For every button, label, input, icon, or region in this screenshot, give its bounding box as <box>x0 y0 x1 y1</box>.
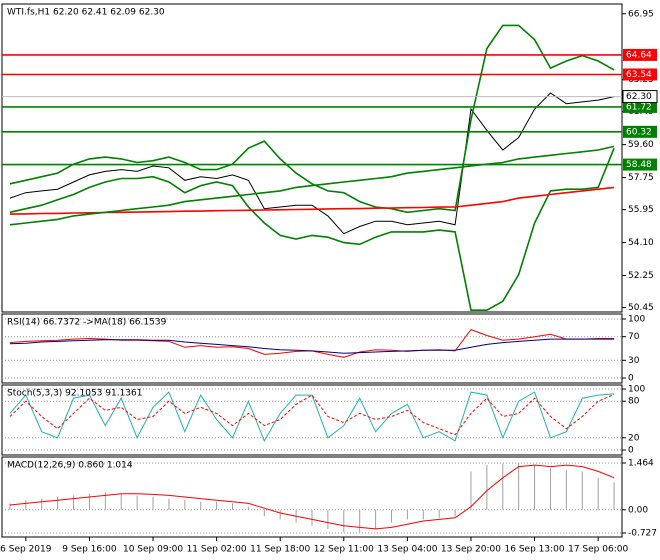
histogram-bar <box>470 471 472 510</box>
level-box <box>623 100 657 113</box>
histogram-bar <box>184 500 186 510</box>
level-label: 61.72 <box>626 102 652 112</box>
y-tick-label: 54.10 <box>628 238 654 248</box>
series-line <box>9 147 615 311</box>
x-tick-label: 13 Sep 04:00 <box>377 545 437 555</box>
histogram-bar <box>216 501 218 510</box>
series-line <box>9 338 615 354</box>
series-line <box>9 329 615 358</box>
series-line <box>9 92 615 235</box>
panel-frame <box>1 3 623 313</box>
histogram-bar <box>438 509 440 518</box>
panel-title: RSI(14) 66.7372 ->MA(18) 66.1539 <box>7 318 167 328</box>
histogram-bar <box>327 509 329 529</box>
panel-frame <box>1 384 623 456</box>
x-tick-label: 6 Sep 2019 <box>0 545 52 555</box>
y-tick-label: 80 <box>628 397 640 407</box>
x-tick-label: 12 Sep 11:00 <box>314 545 374 555</box>
y-tick-label: 20 <box>628 433 640 443</box>
x-tick-label: 11 Sep 02:00 <box>187 545 247 555</box>
y-tick-label: 70 <box>628 332 640 342</box>
last-price-box <box>622 90 658 104</box>
level-box <box>623 158 657 171</box>
level-box <box>623 68 657 81</box>
histogram-bar <box>232 503 234 510</box>
histogram-bar <box>581 471 583 510</box>
y-tick-label: 1.464 <box>628 459 654 469</box>
histogram-bar <box>375 509 377 529</box>
histogram-bar <box>25 500 27 510</box>
histogram-bar <box>549 468 551 510</box>
series-line <box>9 145 615 226</box>
y-tick-label: 100 <box>628 385 645 395</box>
histogram-bar <box>152 497 154 510</box>
level-label: 58.48 <box>626 160 652 170</box>
panel-title: Stoch(5,3,3) 92.1053 91.1361 <box>7 389 142 399</box>
histogram-bar <box>518 463 520 510</box>
histogram-bar <box>502 463 504 510</box>
series-line <box>9 24 615 214</box>
histogram-bar <box>454 509 456 517</box>
y-tick-label: 30 <box>628 356 640 366</box>
x-tick-label: 11 Sep 18:00 <box>250 545 310 555</box>
y-tick-label: -0.727 <box>628 529 657 539</box>
histogram-bar <box>422 509 424 520</box>
histogram-bar <box>311 509 313 526</box>
panel-frame <box>1 313 623 384</box>
histogram-bar <box>263 509 265 517</box>
level-box <box>623 48 657 61</box>
histogram-bar <box>41 498 43 510</box>
y-tick-label: 100 <box>628 315 645 325</box>
panel-title: WTI.fs,H1 62.20 62.41 62.09 62.30 <box>7 8 165 18</box>
histogram-bar <box>88 493 90 510</box>
histogram-bar <box>9 503 11 510</box>
y-tick-label: 57.75 <box>628 173 654 183</box>
histogram-bar <box>120 493 122 510</box>
histogram-bar <box>486 465 488 510</box>
last-price-label: 62.30 <box>626 92 652 102</box>
level-label: 64.64 <box>626 50 652 60</box>
y-tick-label: 0.00 <box>628 505 648 515</box>
histogram-bar <box>406 509 408 520</box>
level-box <box>623 125 657 138</box>
series-line <box>9 394 615 436</box>
histogram-bar <box>168 498 170 510</box>
panel-title: MACD(12,26,9) 0.860 1.014 <box>7 461 133 471</box>
histogram-bar <box>565 469 567 510</box>
y-tick-label: 66.95 <box>628 9 654 19</box>
series-line <box>9 391 615 443</box>
y-tick-label: 55.95 <box>628 205 654 215</box>
level-label: 63.54 <box>626 70 652 80</box>
y-tick-label: 52.25 <box>628 271 654 281</box>
histogram-bar <box>390 509 392 523</box>
series-line <box>9 464 615 530</box>
histogram-bar <box>247 506 249 510</box>
histogram-bar <box>200 501 202 510</box>
histogram-bar <box>359 509 361 533</box>
y-tick-label: 59.60 <box>628 140 654 150</box>
histogram-bar <box>343 509 345 533</box>
x-tick-label: 9 Sep 16:00 <box>62 545 117 555</box>
histogram-bar <box>104 492 106 510</box>
histogram-bar <box>613 482 615 510</box>
histogram-bar <box>57 497 59 510</box>
histogram-bar <box>279 509 281 520</box>
x-tick-label: 17 Sep 06:00 <box>568 545 628 555</box>
x-tick-label: 10 Sep 09:00 <box>123 545 183 555</box>
histogram-bar <box>534 465 536 510</box>
histogram-bar <box>136 495 138 510</box>
histogram-bar <box>73 495 75 510</box>
y-tick-label: 0 <box>628 373 634 383</box>
x-tick-label: 13 Sep 20:00 <box>441 545 501 555</box>
x-tick-label: 16 Sep 13:00 <box>505 545 565 555</box>
y-tick-label: 50.45 <box>628 303 654 313</box>
level-label: 60.32 <box>626 127 652 137</box>
panel-frame <box>1 456 623 538</box>
y-tick-label: 0 <box>628 446 634 456</box>
series-line <box>9 186 615 215</box>
histogram-bar <box>597 477 599 510</box>
